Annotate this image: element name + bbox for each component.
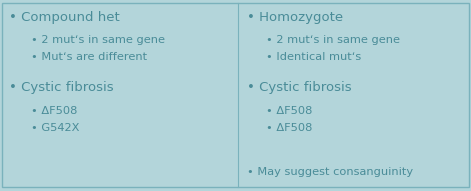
Text: • ΔF508: • ΔF508: [266, 123, 312, 133]
Text: • Mutʻs are different: • Mutʻs are different: [31, 52, 147, 62]
Text: • Cystic fibrosis: • Cystic fibrosis: [247, 81, 352, 94]
Text: • ΔF508: • ΔF508: [31, 106, 77, 116]
Text: • Compound het: • Compound het: [9, 11, 120, 24]
Text: • ΔF508: • ΔF508: [266, 106, 312, 116]
Text: • Cystic fibrosis: • Cystic fibrosis: [9, 81, 114, 94]
Text: • G542X: • G542X: [31, 123, 79, 133]
Text: • Homozygote: • Homozygote: [247, 11, 343, 24]
Text: • Identical mutʻs: • Identical mutʻs: [266, 52, 361, 62]
Text: • May suggest consanguinity: • May suggest consanguinity: [247, 167, 414, 177]
Text: • 2 mutʻs in same gene: • 2 mutʻs in same gene: [31, 35, 165, 45]
Text: • 2 mutʻs in same gene: • 2 mutʻs in same gene: [266, 35, 400, 45]
